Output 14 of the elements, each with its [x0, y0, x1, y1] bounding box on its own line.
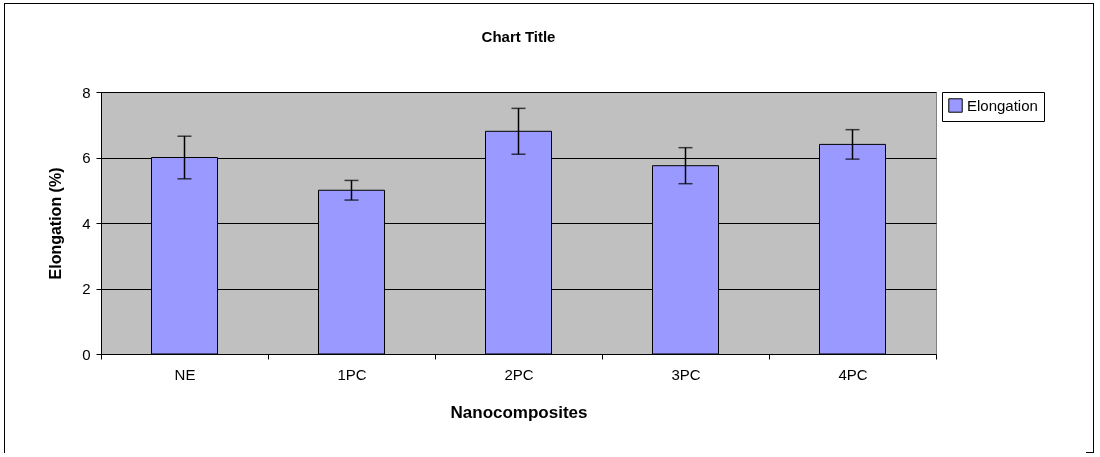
y-axis-title: Elongation (%) [47, 167, 65, 280]
y-tick-label: 0 [82, 345, 91, 363]
y-tick-label: 2 [82, 280, 91, 297]
x-tick-label: 4PC [838, 365, 868, 383]
x-tick-label: 3PC [671, 365, 701, 383]
x-tick-label: NE [174, 365, 196, 383]
y-tick-label: 4 [82, 214, 91, 232]
y-tick-label: 8 [82, 83, 91, 101]
x-axis-title: Nanocomposites [450, 402, 588, 422]
chart-title: Chart Title [481, 28, 556, 45]
y-tick-label: 6 [82, 149, 91, 166]
legend-label: Elongation [967, 96, 1038, 114]
x-tick-label: 2PC [504, 365, 534, 383]
x-tick-label: 1PC [337, 365, 367, 383]
